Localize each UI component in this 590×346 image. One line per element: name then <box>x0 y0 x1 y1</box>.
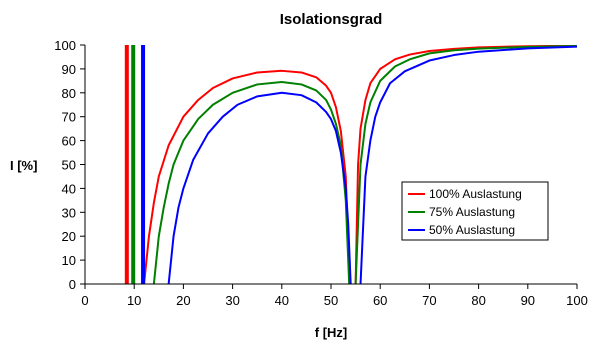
ticks: 0 10 20 30 40 50 60 70 80 90 100 0 10 20 30 40 50 60 70 80 9… <box>54 38 588 308</box>
x-tick-label: 0 <box>81 293 88 308</box>
x-tick-label: 90 <box>521 293 535 308</box>
series-0-segment-1 <box>354 45 577 284</box>
y-tick-label: 0 <box>69 277 76 292</box>
y-tick-label: 60 <box>62 134 76 149</box>
x-tick-label: 40 <box>275 293 289 308</box>
series-2-segment-1 <box>359 45 577 284</box>
y-tick-label: 50 <box>62 158 76 173</box>
legend: 100% Auslastung 75% Auslastung 50% Auslast… <box>401 181 549 241</box>
chart-title: Isolationsgrad <box>280 11 383 28</box>
x-tick-label: 70 <box>422 293 436 308</box>
x-tick-label: 30 <box>225 293 239 308</box>
y-axis-label: I [%] <box>10 158 37 173</box>
legend-item-label: 75% Auslastung <box>429 205 515 219</box>
y-tick-label: 20 <box>62 229 76 244</box>
x-tick-label: 60 <box>373 293 387 308</box>
y-tick-label: 100 <box>54 38 76 53</box>
y-tick-label: 90 <box>62 62 76 77</box>
series-1-segment-1 <box>354 45 577 284</box>
y-tick-label: 40 <box>62 181 76 196</box>
y-tick-label: 70 <box>62 110 76 125</box>
y-tick-label: 10 <box>62 253 76 268</box>
x-tick-label: 20 <box>176 293 190 308</box>
y-tick-label: 30 <box>62 205 76 220</box>
x-axis-label: f [Hz] <box>315 325 348 340</box>
series-2-segment-0 <box>167 91 352 284</box>
y-tick-label: 80 <box>62 86 76 101</box>
x-tick-label: 50 <box>324 293 338 308</box>
plot-area <box>124 45 577 284</box>
axes <box>84 45 577 285</box>
x-tick-label: 80 <box>471 293 485 308</box>
x-tick-label: 100 <box>566 293 588 308</box>
legend-item-label: 50% Auslastung <box>429 223 515 237</box>
series-0-segment-0 <box>143 69 351 284</box>
x-tick-label: 10 <box>127 293 141 308</box>
series-1-segment-0 <box>152 81 351 284</box>
legend-item-label: 100% Auslastung <box>429 187 522 201</box>
